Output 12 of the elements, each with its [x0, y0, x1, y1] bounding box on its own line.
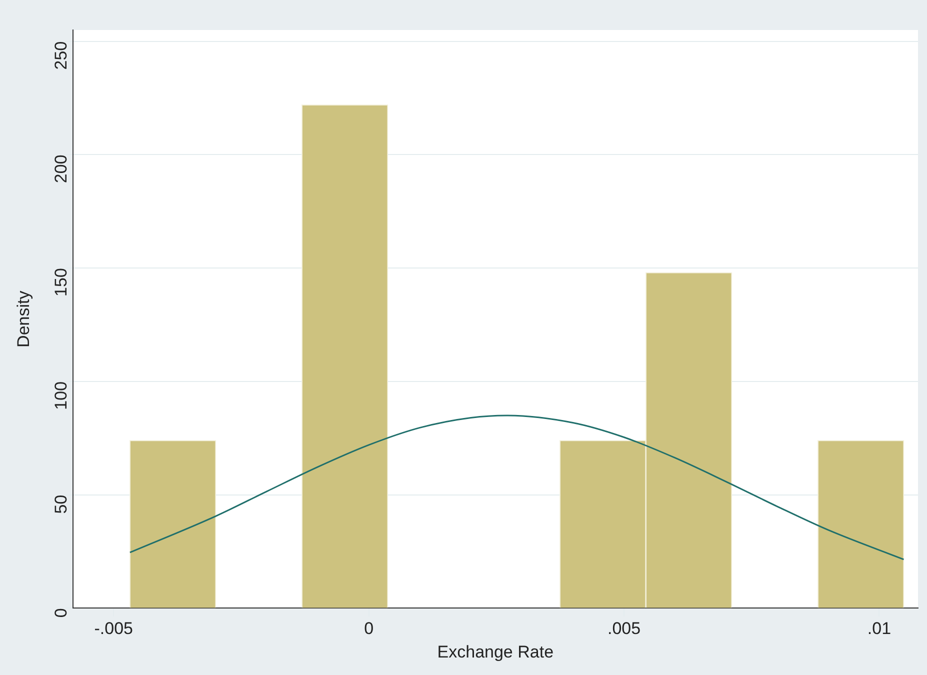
y-tick-label: 200 [51, 154, 70, 184]
y-tick-label: 50 [51, 494, 70, 514]
x-tick-label: .005 [607, 619, 641, 638]
x-tick-label: .01 [867, 619, 892, 638]
y-axis-title: Density [14, 290, 33, 348]
x-tick-label: 0 [364, 619, 374, 638]
y-tick-label: 150 [51, 268, 70, 296]
x-axis-title: Exchange Rate [437, 642, 554, 662]
x-tick-label: -.005 [94, 619, 134, 638]
y-tick-label: 250 [51, 41, 70, 70]
y-tick-label: 100 [51, 381, 70, 410]
y-tick-label: 0 [51, 608, 70, 618]
